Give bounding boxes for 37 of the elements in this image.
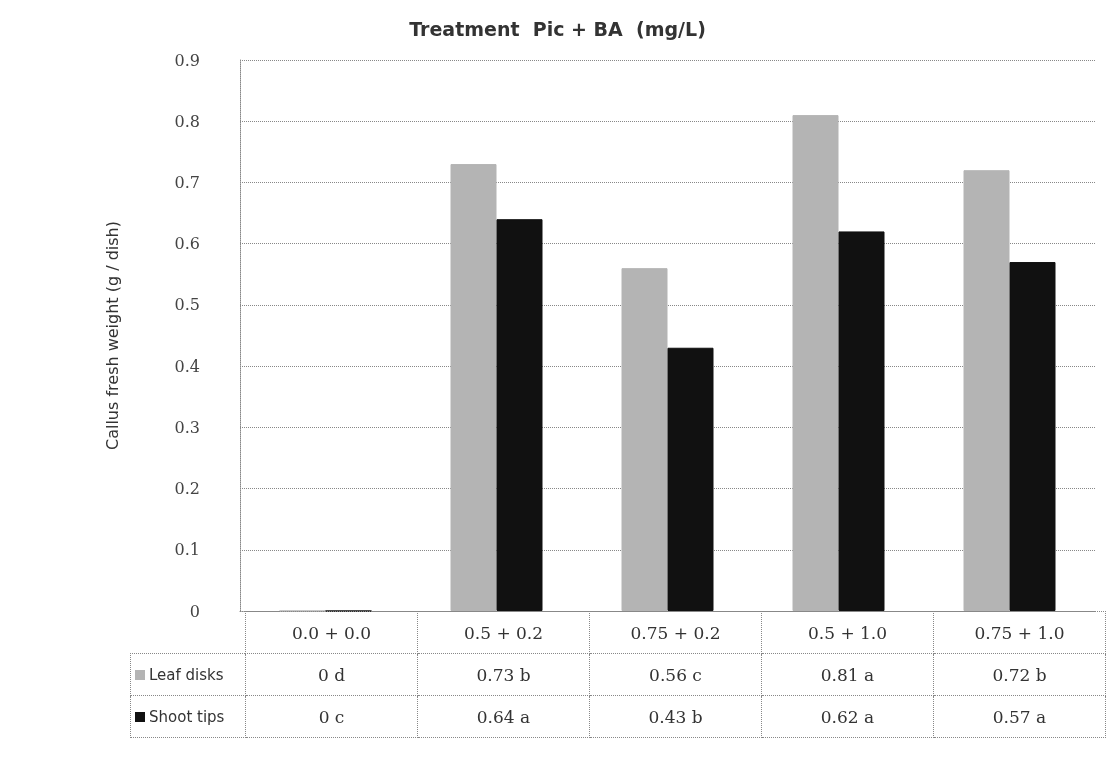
y-tick-label: 0.1 <box>174 540 200 560</box>
y-tick-label: 0.4 <box>174 356 200 376</box>
y-tick-label: 0.6 <box>174 234 200 254</box>
bar <box>496 219 543 611</box>
y-tick-label: 0.2 <box>174 479 200 499</box>
legend-label: Leaf disks <box>130 653 246 696</box>
bar <box>450 164 497 611</box>
bar <box>621 268 668 611</box>
x-tick-label: 0.75 + 0.2 <box>589 611 762 654</box>
data-label: 0.57 a <box>933 695 1106 738</box>
y-axis-title: Callus fresh weight (g / dish) <box>102 220 122 451</box>
data-label: 0.72 b <box>933 653 1106 696</box>
y-tick-label: 0.3 <box>174 417 200 437</box>
data-label: 0.62 a <box>761 695 934 738</box>
x-tick-label: 0.5 + 1.0 <box>761 611 934 654</box>
bar <box>667 347 714 611</box>
data-label: 0 d <box>245 653 418 696</box>
y-tick-label: 0.7 <box>174 172 200 192</box>
data-label: 0.64 a <box>417 695 590 738</box>
bar <box>963 170 1010 611</box>
data-label: 0.81 a <box>761 653 934 696</box>
bar <box>1009 262 1056 611</box>
x-tick-label: 0.75 + 1.0 <box>933 611 1106 654</box>
data-label: 0.43 b <box>589 695 762 738</box>
x-tick-label: 0.5 + 0.2 <box>417 611 590 654</box>
data-label: 0 c <box>245 695 418 738</box>
y-tick-label: 0.8 <box>174 111 200 131</box>
y-tick-label: 0 <box>189 601 200 621</box>
data-label: 0.56 c <box>589 653 762 696</box>
y-tick-label: 0.5 <box>174 295 200 315</box>
bar <box>838 231 885 611</box>
x-tick-label: 0.0 + 0.0 <box>245 611 418 654</box>
legend-label: Shoot tips <box>130 695 246 738</box>
bar <box>792 115 839 611</box>
y-tick-label: 0.9 <box>174 50 200 70</box>
chart-title: Treatment Pic + BA (mg/L) <box>409 17 706 40</box>
data-label: 0.73 b <box>417 653 590 696</box>
